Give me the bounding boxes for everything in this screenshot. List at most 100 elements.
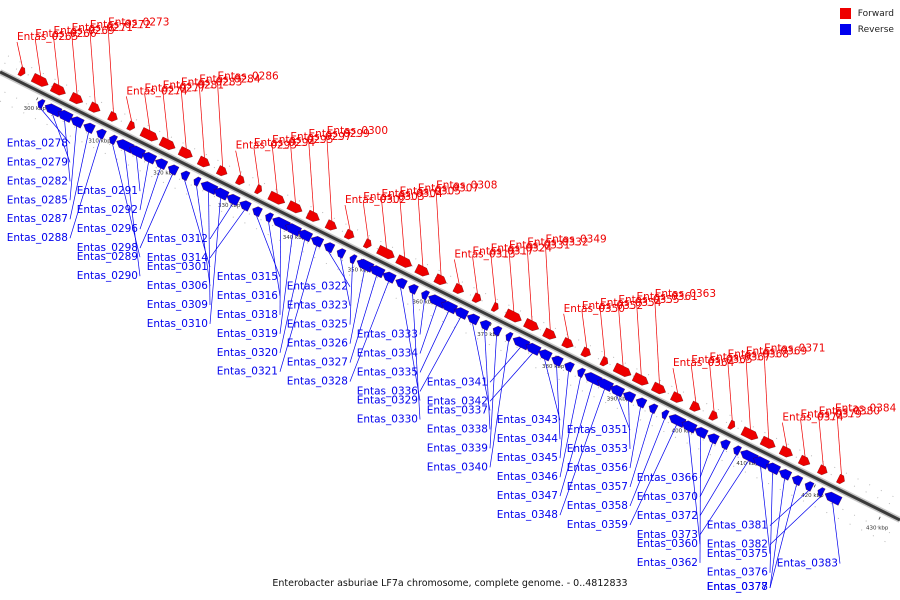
gene-arrow	[88, 101, 101, 113]
gene-arrow	[267, 190, 286, 205]
gene-label: Entas_0319	[217, 328, 278, 340]
gene-arrow	[254, 184, 262, 195]
gene-label: Entas_0337	[427, 404, 488, 416]
gene-leader	[271, 144, 278, 194]
gene-arrow	[561, 337, 574, 349]
gene-arrow	[395, 278, 408, 290]
forward-swatch	[839, 8, 851, 19]
gene-label: Entas_0332	[527, 237, 588, 249]
gene-arrow	[70, 116, 85, 129]
gene-label: Entas_0320	[217, 347, 278, 359]
gene-leader	[472, 323, 491, 411]
gene-leader	[800, 419, 806, 457]
gene-arrow	[612, 362, 632, 377]
gene-leader	[289, 141, 296, 203]
gene-label: Entas_0318	[217, 309, 278, 321]
gene-arrow	[512, 336, 531, 351]
gene-arrow	[376, 244, 395, 260]
backbone-line	[0, 70, 900, 522]
gene-label: Entas_0289	[77, 251, 138, 263]
gene-label: Entas_0331	[509, 240, 570, 252]
gene-label: Entas_0345	[497, 452, 558, 464]
gene-arrow	[733, 445, 742, 456]
gene-arrow	[740, 426, 759, 441]
gene-leader	[617, 304, 624, 367]
gene-arrow	[129, 145, 146, 159]
forward-gene-group: Entas_0265Entas_0266Entas_0269Entas_0271…	[16, 16, 897, 475]
gene-label: Entas_0384	[835, 403, 897, 415]
gene-leader	[629, 406, 641, 469]
gene-arrow	[661, 409, 670, 420]
gene-leader	[399, 196, 406, 258]
gene-leader	[472, 256, 478, 294]
gene-arrow	[37, 99, 46, 109]
gene-label: Entas_0286	[217, 71, 279, 83]
gene-leader	[69, 126, 77, 201]
gene-leader	[419, 317, 461, 392]
gene-label: Entas_0344	[497, 433, 559, 445]
gene-label: Entas_0376	[707, 567, 769, 579]
gene-label: Entas_0300	[327, 125, 388, 137]
gene-label: Entas_0306	[147, 280, 209, 292]
gene-arrow	[305, 209, 320, 222]
gene-label: Entas_0325	[287, 319, 348, 331]
gene-arrow	[362, 238, 372, 249]
legend-forward: Forward	[839, 8, 894, 19]
gene-label: Entas_0371	[764, 342, 825, 354]
gene-leader	[139, 167, 161, 230]
gene-leader	[64, 120, 71, 182]
gene-label: Entas_0326	[287, 338, 349, 350]
gene-arrow	[252, 206, 263, 218]
gene-arrow	[298, 229, 314, 243]
gene-leader	[832, 502, 841, 564]
gene-leader	[107, 27, 114, 113]
gene-label: Entas_0298	[77, 242, 138, 254]
tick-label: 300 kbp	[24, 106, 47, 112]
gene-arrow	[139, 127, 159, 142]
gene-leader	[419, 299, 425, 335]
gene-leader	[629, 424, 677, 526]
gene-label: Entas_0303	[363, 191, 424, 203]
gene-arrow	[817, 487, 826, 498]
gene-label: Entas_0269	[53, 25, 114, 37]
gene-leader	[489, 335, 497, 449]
reverse-gene-group: Entas_0278 Entas_0279 Entas_0282 Entas_0285…	[7, 108, 841, 593]
gene-label: Entas_0379	[801, 409, 862, 421]
gene-leader	[362, 202, 369, 240]
gene-label: Entas_0292	[77, 204, 138, 216]
gene-label: Entas_0339	[427, 442, 488, 454]
tick-mark	[36, 97, 39, 101]
tick-label: 410 kbp	[736, 461, 759, 467]
gene-leader	[769, 496, 821, 545]
gene-arrow	[382, 271, 397, 284]
gene-leader	[544, 359, 561, 421]
gene-arrow	[142, 152, 158, 165]
gene-arrow	[167, 164, 180, 176]
gene-arrow	[694, 427, 709, 440]
gene-label: Entas_0357	[567, 481, 628, 493]
gene-arrow	[580, 346, 591, 358]
gene-label: Entas_0365	[691, 354, 752, 366]
gene-leader	[769, 472, 773, 573]
gene-arrow	[454, 307, 470, 320]
gene-leader	[419, 305, 437, 354]
gene-label: Entas_0317	[473, 245, 534, 257]
gene-arrow	[356, 258, 375, 273]
gene-label: Entas_0369	[746, 345, 807, 357]
gene-leader	[599, 307, 606, 357]
gene-arrow	[265, 212, 274, 223]
gene-arrow	[650, 381, 666, 395]
gene-arrow	[83, 122, 96, 134]
gene-leader	[381, 199, 387, 249]
gene-arrow	[323, 242, 336, 254]
gene-label: Entas_0323	[287, 300, 348, 312]
gene-leader	[699, 436, 701, 563]
gene-label: Entas_0335	[357, 366, 418, 378]
gene-label: Entas_0314	[147, 252, 209, 264]
strand-legend: Forward Reverse	[839, 8, 894, 40]
gene-leader	[769, 484, 797, 589]
gene-leader	[53, 36, 60, 86]
gene-label: Entas_0353	[567, 443, 628, 455]
